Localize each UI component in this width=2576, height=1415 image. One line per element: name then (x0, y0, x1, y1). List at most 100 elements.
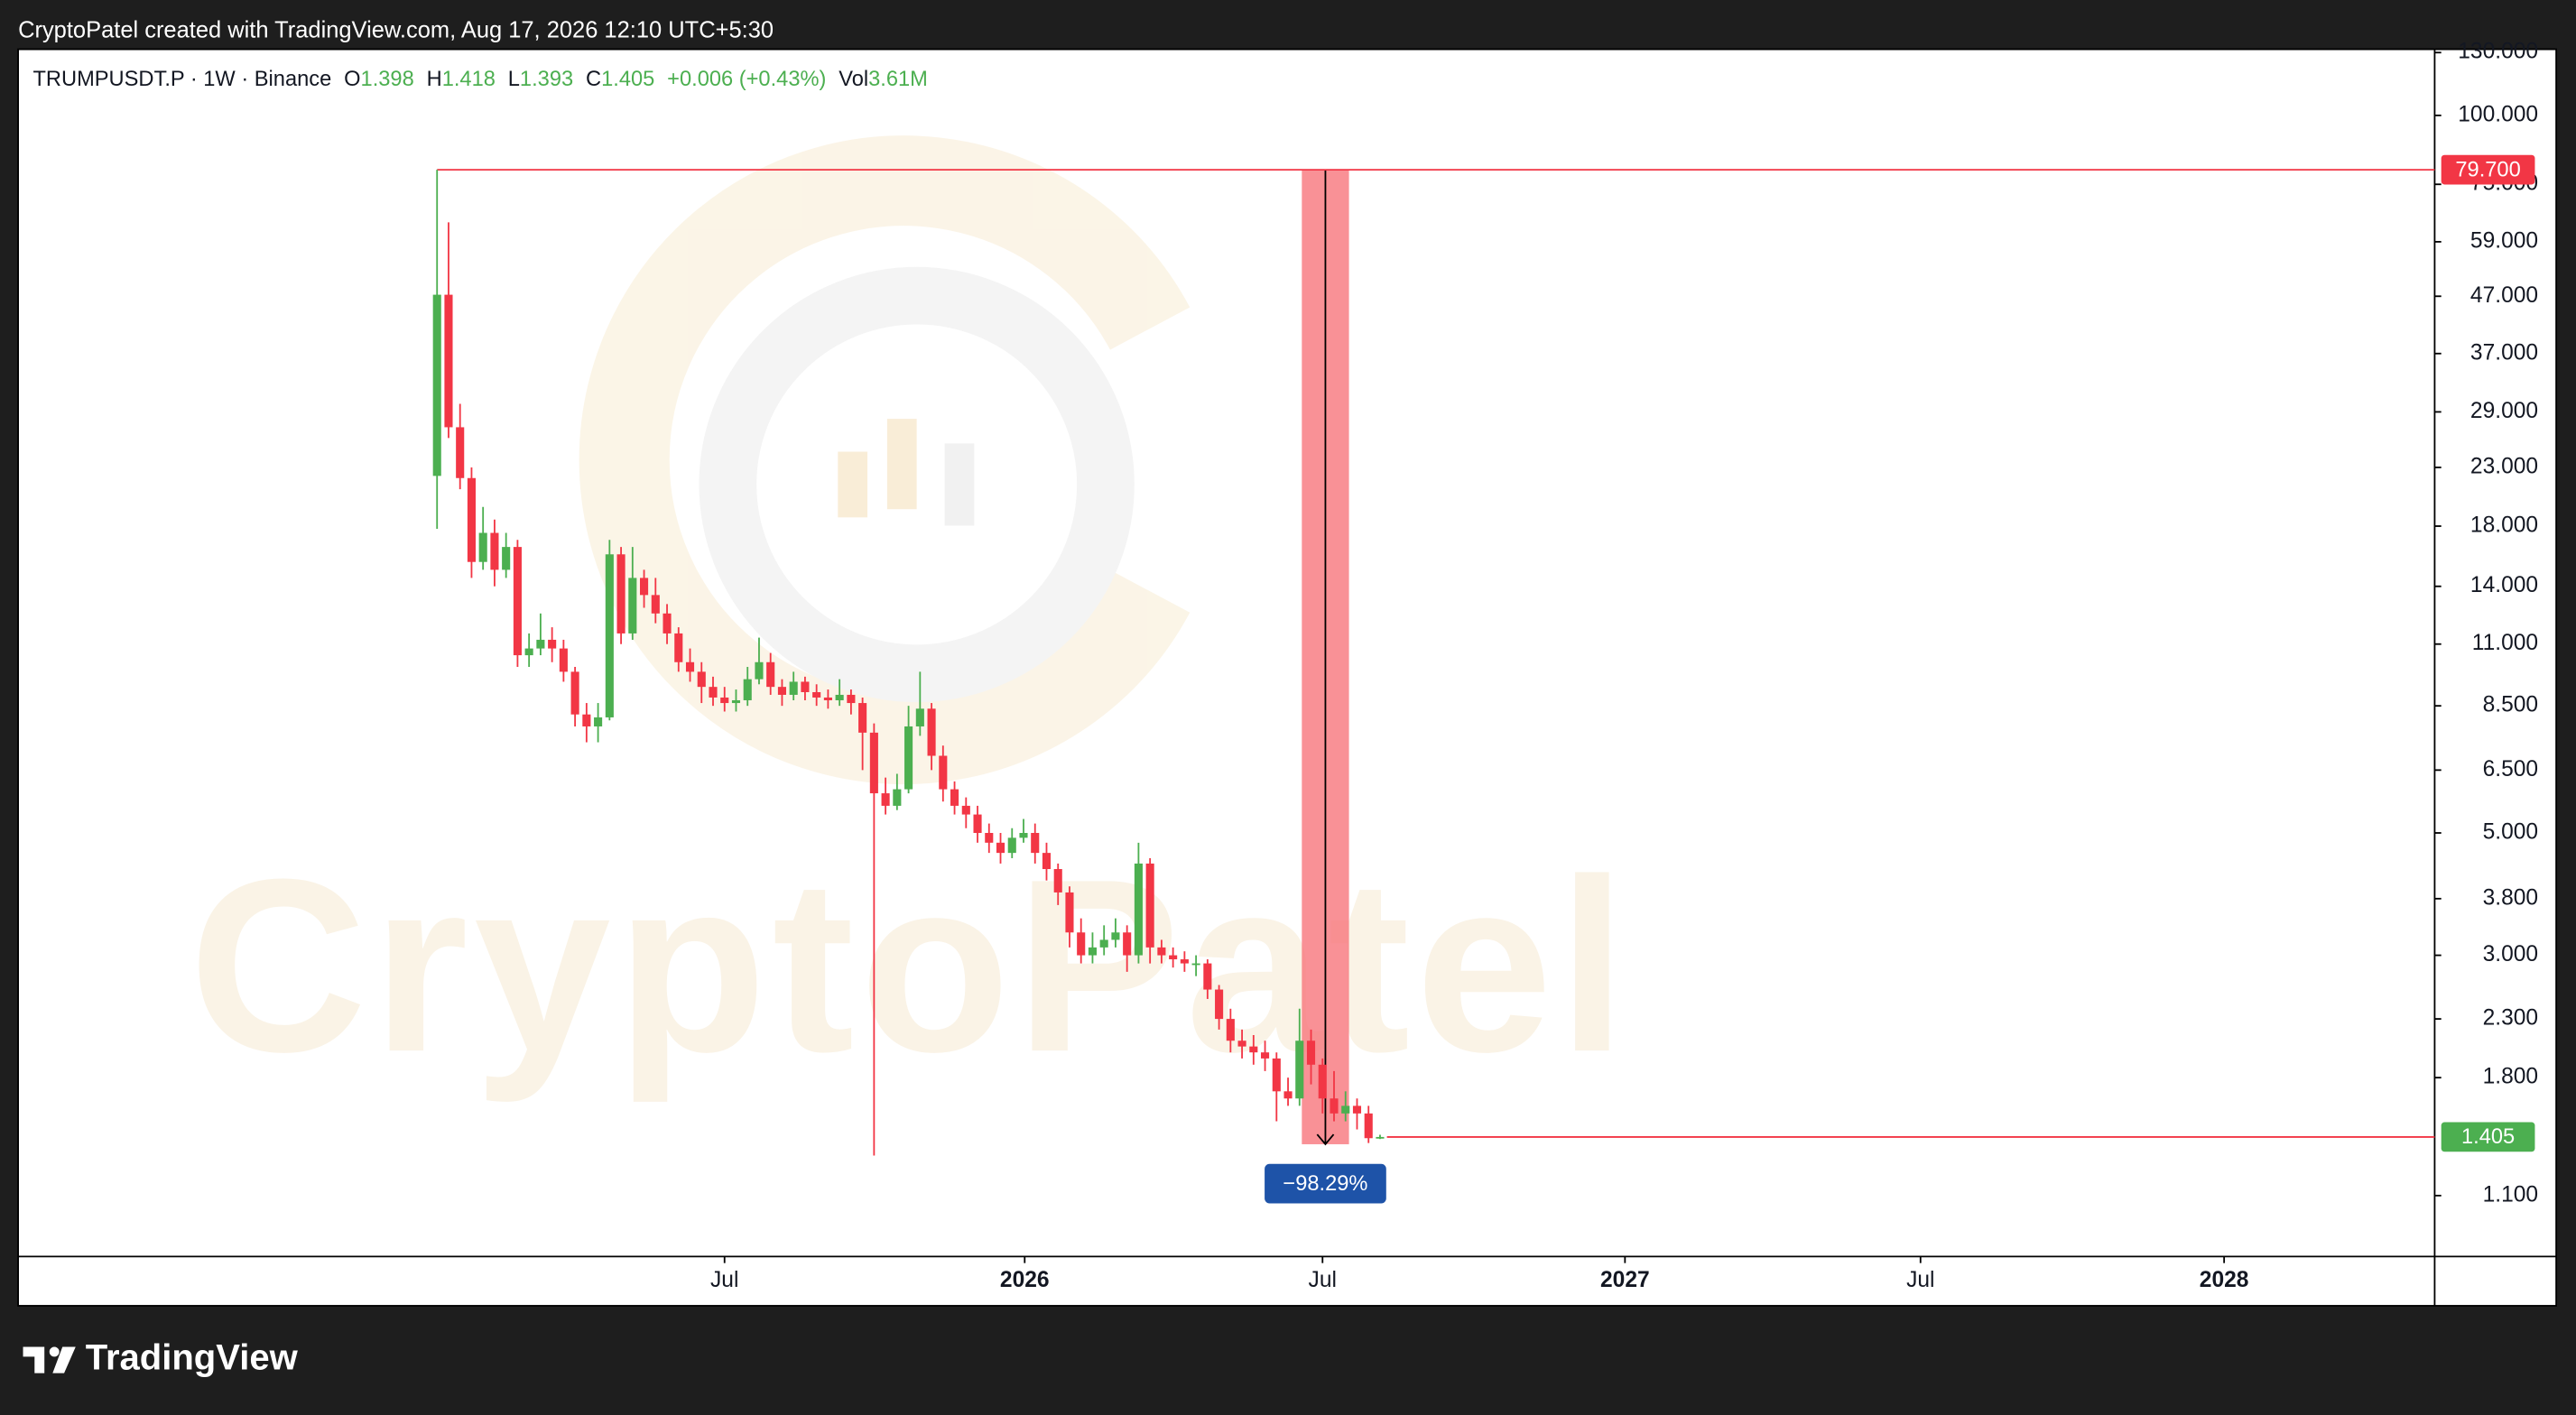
candle-body (1134, 863, 1143, 956)
price-tag-label: 1.405 (2461, 1125, 2515, 1149)
candle-body (812, 691, 821, 698)
price-tag (2441, 1122, 2535, 1152)
candle-body (869, 732, 878, 794)
candle-body (801, 681, 810, 692)
candle-body (582, 714, 591, 726)
candle-body (973, 814, 982, 833)
y-tick-label: 130.000 (2458, 40, 2538, 64)
candle-body (915, 708, 924, 726)
y-tick-label: 23.000 (2470, 454, 2538, 478)
candle-body (847, 694, 856, 704)
candle-body (1145, 863, 1154, 948)
candle-body (1019, 832, 1028, 838)
candle-body (1203, 963, 1212, 990)
candle-body (1226, 1019, 1235, 1041)
candle-body (985, 832, 994, 843)
candle-body (789, 681, 798, 695)
candle-body (663, 613, 672, 634)
candle-body (697, 671, 706, 688)
candle-body (685, 661, 695, 672)
candle-body (1272, 1058, 1281, 1092)
x-tick-label: 2026 (1000, 1268, 1050, 1292)
candle-body (1318, 1064, 1327, 1099)
candle-body (1330, 1098, 1339, 1114)
y-tick-label: 37.000 (2470, 340, 2538, 365)
tradingview-logo (23, 1346, 76, 1373)
candle-body (502, 547, 511, 570)
candle-body (1053, 869, 1062, 892)
candle-body (478, 532, 487, 562)
candle-body (1215, 989, 1224, 1020)
low-value: 1.393 (520, 68, 573, 91)
candle-body (1364, 1113, 1373, 1139)
low-label: L (508, 68, 520, 91)
candle-body (709, 687, 718, 698)
price-tag (2441, 154, 2535, 185)
y-tick-label: 1.100 (2483, 1182, 2538, 1207)
candle-body (904, 726, 913, 790)
candle-body (1341, 1105, 1350, 1114)
symbol-header: TRUMPUSDT.P · 1W · Binance O1.398 H1.418… (32, 68, 927, 91)
chart-panel (17, 48, 2558, 1307)
candle-body (881, 793, 890, 806)
y-tick-label: 14.000 (2470, 573, 2538, 597)
candle-body (720, 697, 729, 704)
y-tick-label: 29.000 (2470, 399, 2538, 423)
candle-body (605, 554, 614, 717)
candle-body (616, 554, 625, 634)
y-tick-label: 3.800 (2483, 885, 2538, 910)
candle-body (893, 789, 902, 806)
y-tick-label: 8.500 (2483, 693, 2538, 717)
candle-body (939, 755, 948, 790)
open-label: O (344, 68, 360, 91)
measure-arrow (1316, 1133, 1335, 1146)
symbol: TRUMPUSDT.P · 1W · Binance (32, 68, 331, 91)
close-value: 1.405 (601, 68, 654, 91)
candle-body (536, 639, 545, 649)
candle-body (1031, 832, 1040, 854)
high-label: H (427, 68, 442, 91)
candle-body (777, 687, 786, 695)
y-tick-label: 47.000 (2470, 283, 2538, 308)
volume-value: 3.61M (868, 68, 928, 91)
candle-body (1295, 1040, 1304, 1099)
x-tick-label: Jul (710, 1268, 738, 1292)
y-tick-label: 100.000 (2458, 102, 2538, 126)
candle-body (731, 699, 741, 704)
candle-body (1352, 1105, 1362, 1114)
candle-body (1042, 853, 1052, 870)
volume-label: Vol (839, 68, 868, 91)
y-tick-label: 2.300 (2483, 1006, 2538, 1031)
x-tick-label: Jul (1309, 1268, 1337, 1292)
y-tick-label: 1.800 (2483, 1065, 2538, 1089)
x-tick-label: 2028 (2200, 1268, 2249, 1292)
watermark: CryptoPatel (189, 828, 1626, 1105)
watermark-logo (579, 135, 1191, 785)
candle-body (524, 648, 533, 656)
candle-body (1088, 947, 1097, 956)
y-tick-label: 18.000 (2470, 513, 2538, 538)
candle-body (432, 294, 441, 476)
x-tick-label: 2027 (1600, 1268, 1650, 1292)
high-value: 1.418 (442, 68, 496, 91)
candle-body (858, 703, 867, 733)
x-tick-label: Jul (1906, 1268, 1934, 1292)
candle-body (1180, 959, 1189, 964)
candle-body (467, 477, 476, 562)
candle-body (823, 697, 832, 700)
candle-body (1283, 1091, 1293, 1099)
candle-body (1306, 1040, 1316, 1065)
candle-body (456, 427, 465, 478)
candle-body (570, 671, 579, 715)
change: +0.006 (+0.43%) (667, 68, 826, 91)
candle-body (755, 661, 764, 680)
candle-body (950, 789, 959, 806)
candle-body (1169, 955, 1178, 960)
candle-body (1376, 1136, 1385, 1139)
top-bar-text: CryptoPatel created with TradingView.com… (18, 17, 774, 42)
candle-body (640, 578, 649, 596)
y-tick-label: 5.000 (2483, 819, 2538, 844)
candle-body (628, 578, 637, 634)
